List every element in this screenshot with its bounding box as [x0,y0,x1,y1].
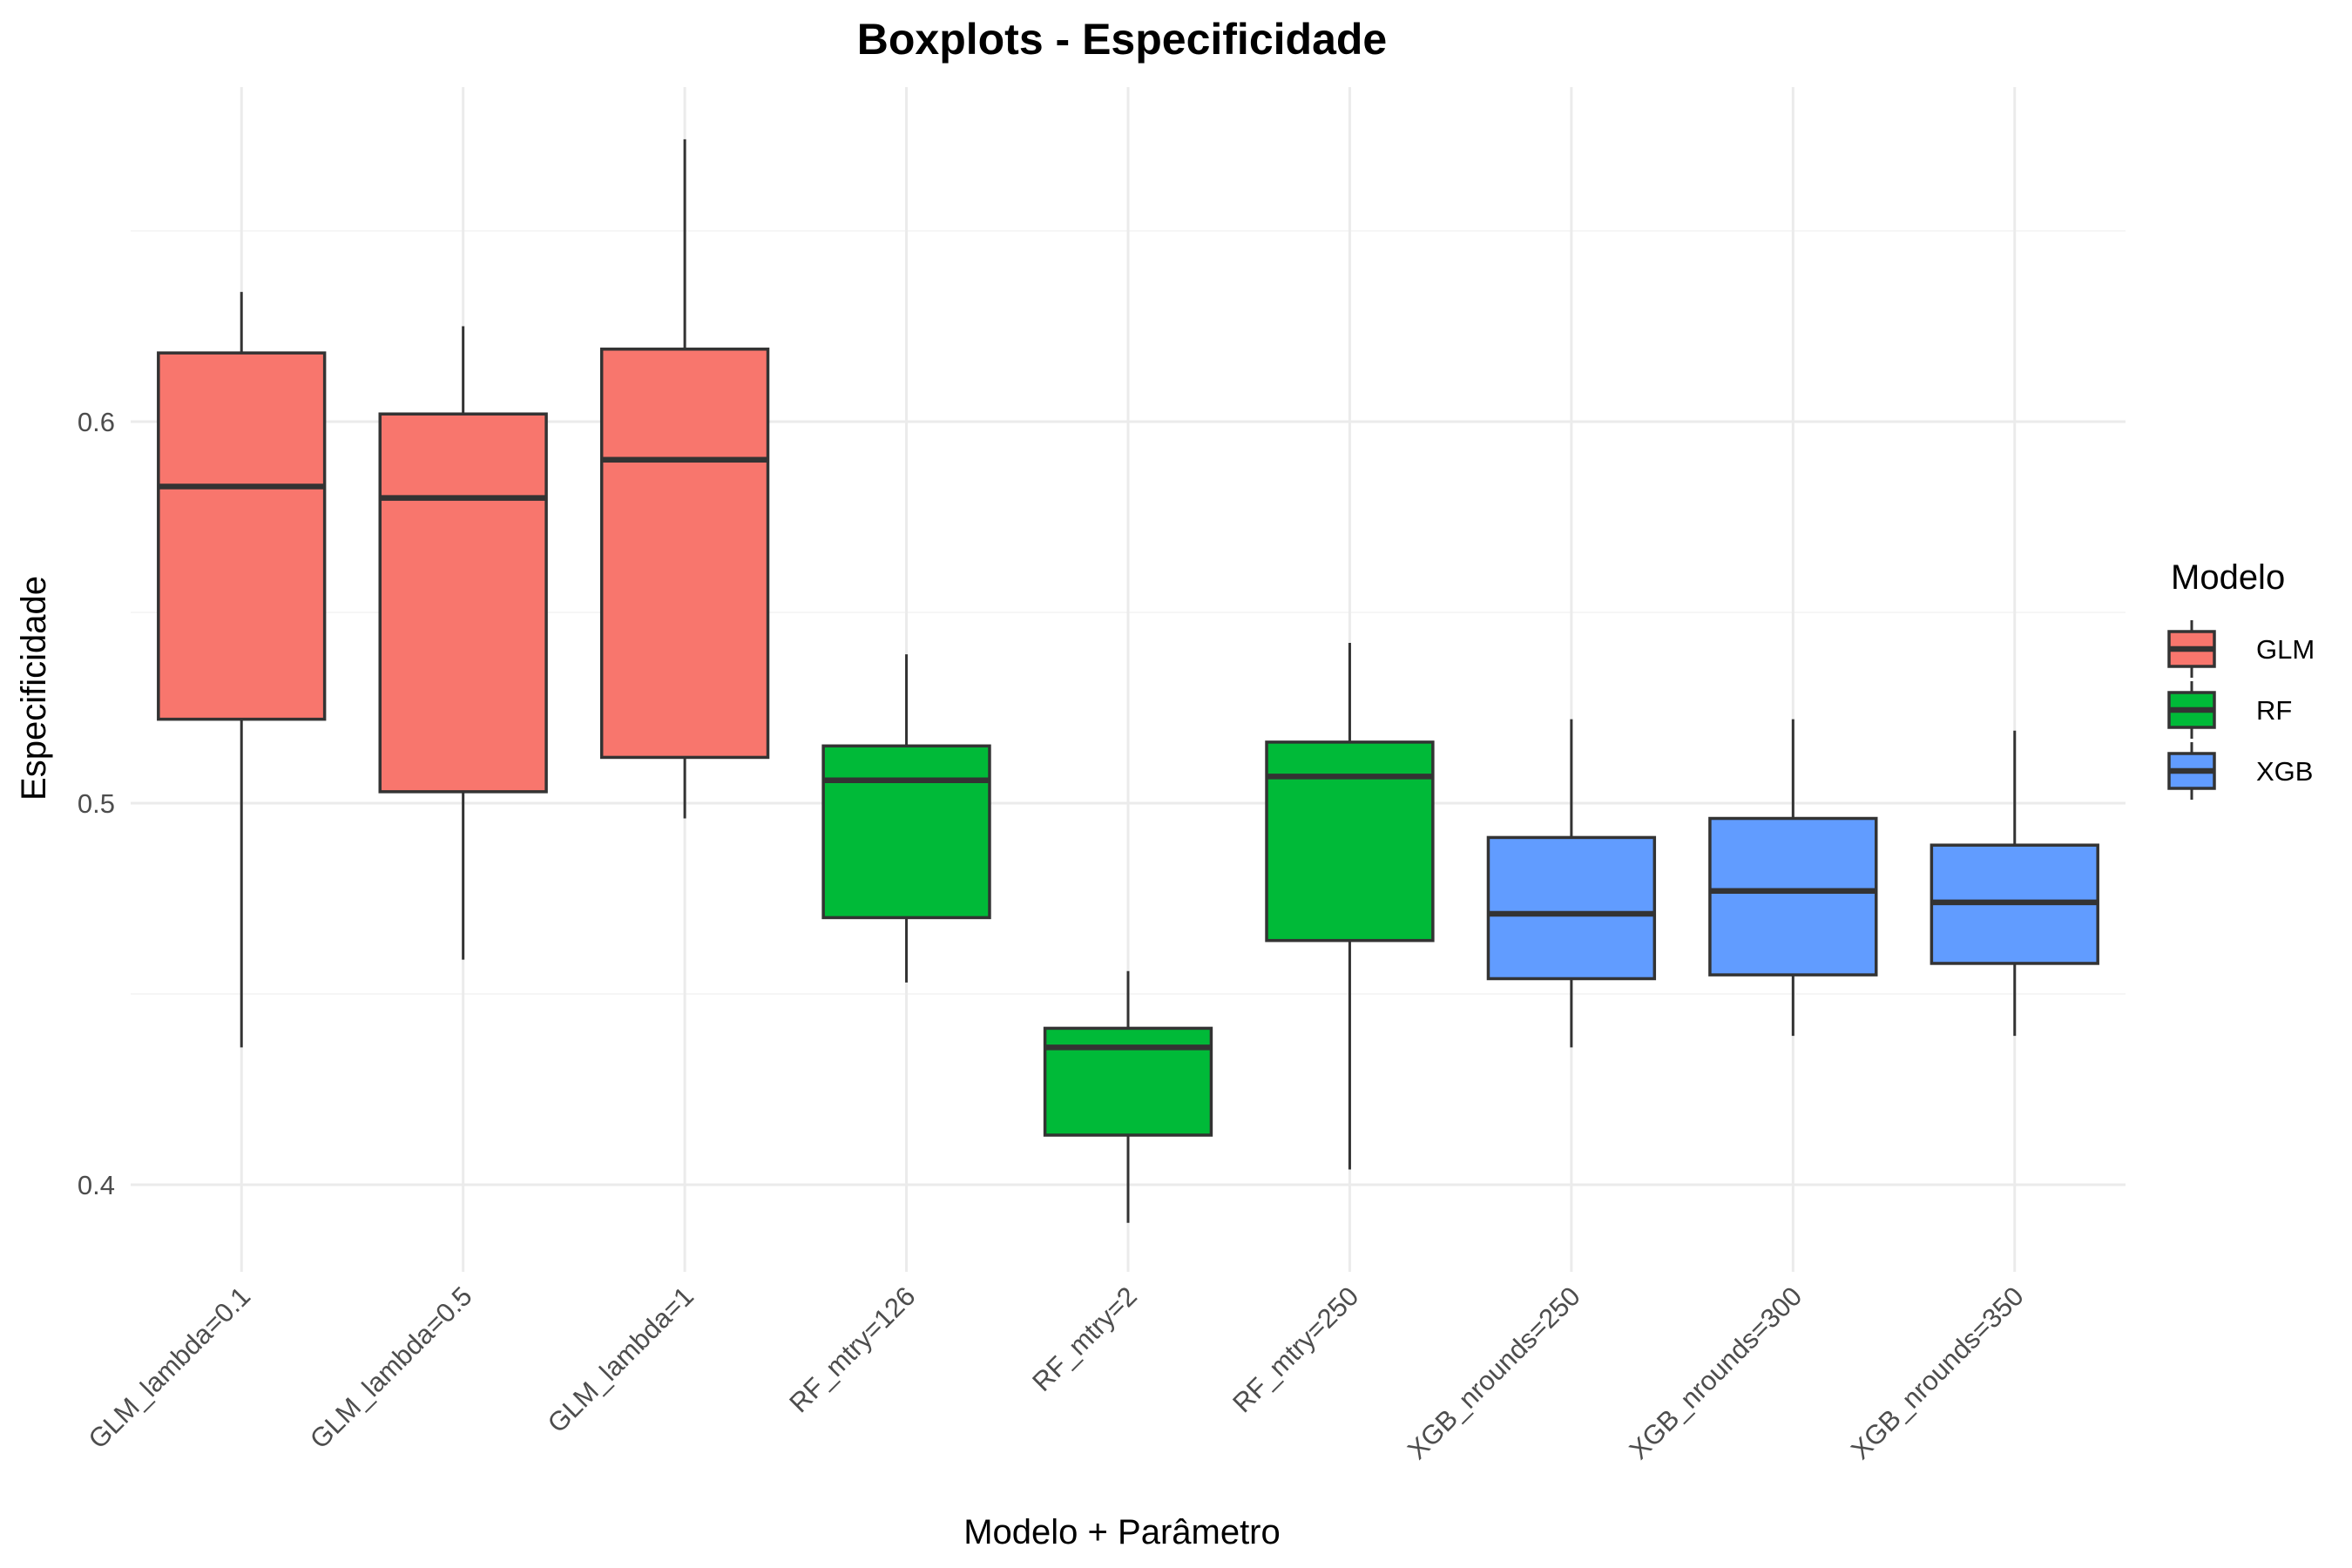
box-iqr [378,412,548,794]
legend-entry-RF: RF [2167,681,2292,739]
y-tick-label: 0.4 [78,1170,115,1200]
legend-entry-XGB: XGB [2167,742,2313,800]
y-tick-label: 0.6 [78,407,115,437]
x-tick-label: XGB_nrounds=250 [1402,1281,1586,1465]
x-axis-ticks: GLM_lambda=0.1 GLM_lambda=0.5 GLM_lambda=1… [83,1281,2030,1465]
box-GLM_lambda=0.1 [157,292,327,1048]
box-iqr [1043,1026,1213,1137]
x-tick-label: XGB_nrounds=300 [1623,1281,1808,1465]
x-tick-label: RF_mtry=250 [1227,1281,1364,1418]
x-tick-label: RF_mtry=2 [1026,1281,1143,1397]
box-GLM_lambda=1 [599,139,770,819]
legend-entry-GLM: GLM [2167,620,2315,678]
boxes [157,139,2099,1223]
box-iqr [1265,740,1435,943]
legend-title: Modelo [2171,558,2285,597]
y-tick-label: 0.5 [78,788,115,819]
x-tick-label: GLM_lambda=1 [542,1281,700,1438]
x-tick-label: XGB_nrounds=350 [1845,1281,2030,1465]
box-iqr [1486,835,1657,981]
x-axis-title: Modelo + Parâmetro [963,1513,1281,1551]
box-RF_mtry=250 [1265,643,1435,1170]
box-RF_mtry=2 [1043,970,1213,1223]
x-tick-label: GLM_lambda=0.1 [83,1281,257,1455]
legend-label: GLM [2256,634,2315,665]
legend-label: XGB [2256,756,2313,787]
box-XGB_nrounds=300 [1708,719,1878,1037]
legend: Modelo GLM RF XGB [2167,558,2315,800]
box-iqr [599,348,770,760]
legend-label: RF [2256,695,2292,726]
box-iqr [1708,816,1878,977]
y-axis-title: Especificidade [15,576,53,801]
box-GLM_lambda=0.5 [378,326,548,960]
box-XGB_nrounds=250 [1486,719,1657,1048]
box-iqr [157,351,327,721]
box-RF_mtry=126 [821,654,991,983]
box-iqr [821,744,991,920]
chart-title: Boxplots - Especificidade [857,15,1387,64]
x-tick-label: RF_mtry=126 [783,1281,921,1418]
y-axis-ticks: 0.4 0.5 0.6 [78,407,115,1200]
box-XGB_nrounds=350 [1930,730,2099,1037]
x-tick-label: GLM_lambda=0.5 [304,1281,478,1455]
